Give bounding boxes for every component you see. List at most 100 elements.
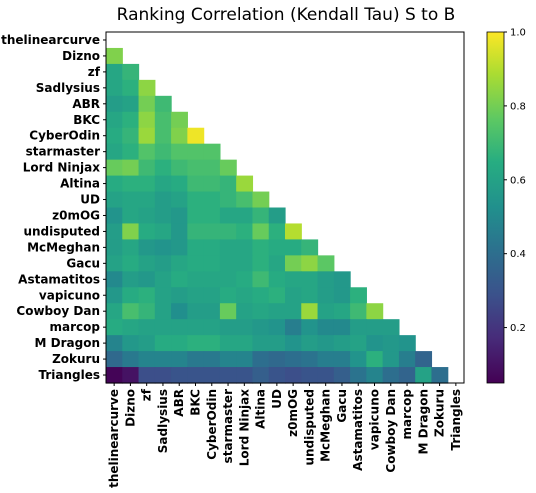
heatmap-cell <box>252 303 270 320</box>
heatmap-cell <box>138 191 156 209</box>
x-tick-label: starmaster <box>221 389 235 464</box>
heatmap-cell <box>154 143 172 161</box>
heatmap-cell <box>252 207 270 225</box>
colorbar-tick-label: 0.8 <box>510 101 526 112</box>
heatmap-cell <box>382 367 400 384</box>
heatmap-cell <box>219 159 237 177</box>
heatmap-cell <box>171 335 188 352</box>
heatmap-cell <box>333 287 351 304</box>
heatmap-cell <box>187 287 205 304</box>
heatmap-cell <box>398 351 416 368</box>
colorbar-tick-label: 0.2 <box>510 323 526 334</box>
y-tick-label: thelinearcurve <box>1 33 100 47</box>
y-tick-label: M Dragon <box>35 336 100 350</box>
heatmap-cell <box>203 207 221 225</box>
heatmap-cell <box>106 63 123 81</box>
y-tick-label: vapicuno <box>39 288 100 302</box>
heatmap-cell <box>285 287 302 304</box>
heatmap-cell <box>138 143 156 161</box>
heatmap-cell <box>366 335 384 352</box>
heatmap-cell <box>301 287 319 304</box>
heatmap-cell <box>106 79 123 97</box>
heatmap-cell <box>366 367 384 384</box>
heatmap-cell <box>203 351 221 368</box>
heatmap-cell <box>122 159 140 177</box>
y-tick-label: Zokuru <box>52 352 100 366</box>
heatmap-cell <box>171 111 188 129</box>
heatmap-cell <box>236 319 254 336</box>
heatmap-cell <box>154 175 172 193</box>
x-tick-label: ABR <box>172 389 186 417</box>
heatmap-cell <box>138 127 156 145</box>
y-tick-label: Altina <box>60 177 100 191</box>
heatmap-cell <box>203 191 221 209</box>
heatmap-cell <box>106 303 123 320</box>
heatmap-cell <box>122 143 140 161</box>
heatmap-cell <box>122 207 140 225</box>
heatmap-cell <box>187 191 205 209</box>
heatmap-cell <box>154 287 172 304</box>
heatmap-cell <box>219 175 237 193</box>
colorbar-ticks: 0.2 0.4 0.6 0.8 1.0 <box>504 28 526 334</box>
heatmap-cell <box>171 303 188 320</box>
heatmap-cell <box>171 159 188 177</box>
heatmap-cell <box>268 303 286 320</box>
heatmap-cell <box>301 271 319 288</box>
y-tick-label: Cowboy Dan <box>16 304 100 318</box>
heatmap-cell <box>301 335 319 352</box>
y-tick-label: ABR <box>72 97 100 111</box>
x-tick-label: Astamatitos <box>351 389 365 471</box>
x-tick-label: z0mOG <box>286 389 300 437</box>
heatmap-cell <box>106 255 123 272</box>
x-tick-label: thelinearcurve <box>107 389 121 488</box>
heatmap-cell <box>350 319 367 336</box>
heatmap-cell <box>268 319 286 336</box>
heatmap-cell <box>236 271 254 288</box>
y-tick-label: Dizno <box>62 49 100 63</box>
heatmap-cell <box>203 303 221 320</box>
heatmap-cell <box>154 159 172 177</box>
heatmap-cell <box>122 111 140 129</box>
heatmap-cell <box>301 319 319 336</box>
x-tick-label: vapicuno <box>368 389 382 450</box>
heatmap-cell <box>236 303 254 320</box>
heatmap-cell <box>236 255 254 272</box>
heatmap-cells <box>106 47 449 384</box>
heatmap-cell <box>171 351 188 368</box>
heatmap-cell <box>236 239 254 256</box>
heatmap-cell <box>203 223 221 240</box>
y-tick-label: Sadlysius <box>36 81 100 95</box>
heatmap-cell <box>268 223 286 240</box>
heatmap-cell <box>171 239 188 256</box>
heatmap-cell <box>333 367 351 384</box>
heatmap-cell <box>122 63 140 81</box>
heatmap-cell <box>138 223 156 240</box>
heatmap-cell <box>301 367 319 384</box>
heatmap-cell <box>138 303 156 320</box>
heatmap-cell <box>350 351 367 368</box>
heatmap-cell <box>236 335 254 352</box>
x-tick-label: Gacu <box>335 389 349 423</box>
heatmap-cell <box>252 239 270 256</box>
heatmap-cell <box>252 223 270 240</box>
heatmap-cell <box>154 367 172 384</box>
heatmap-cell <box>285 223 302 240</box>
heatmap-cell <box>171 175 188 193</box>
heatmap-cell <box>252 271 270 288</box>
x-tick-label: marcop <box>400 389 414 440</box>
y-tick-label: CyberOdin <box>29 129 100 143</box>
heatmap-cell <box>219 319 237 336</box>
heatmap-cell <box>333 319 351 336</box>
heatmap-cell <box>106 223 123 240</box>
heatmap-cell <box>301 303 319 320</box>
heatmap-cell <box>187 255 205 272</box>
heatmap-cell <box>106 111 123 129</box>
heatmap-cell <box>138 319 156 336</box>
y-tick-label: Triangles <box>38 368 100 382</box>
heatmap-cell <box>106 207 123 225</box>
heatmap-cell <box>285 367 302 384</box>
heatmap-cell <box>285 271 302 288</box>
heatmap-cell <box>138 159 156 177</box>
heatmap-cell <box>138 207 156 225</box>
heatmap-cell <box>203 175 221 193</box>
